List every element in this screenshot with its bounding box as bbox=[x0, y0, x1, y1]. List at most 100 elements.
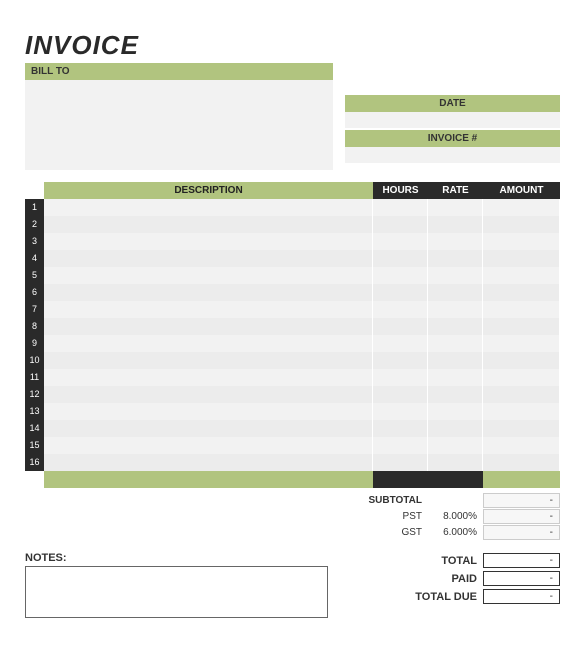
table-footer-row bbox=[25, 471, 560, 488]
cell-description[interactable] bbox=[44, 420, 373, 437]
table-row: 7 bbox=[25, 301, 560, 318]
total-value: - bbox=[483, 553, 560, 568]
cell-description[interactable] bbox=[44, 454, 373, 471]
cell-hours[interactable] bbox=[373, 437, 428, 454]
cell-rate[interactable] bbox=[428, 420, 483, 437]
cell-description[interactable] bbox=[44, 335, 373, 352]
cell-rate[interactable] bbox=[428, 284, 483, 301]
cell-amount[interactable] bbox=[483, 403, 560, 420]
cell-rate[interactable] bbox=[428, 233, 483, 250]
date-value[interactable] bbox=[345, 112, 560, 128]
cell-amount[interactable] bbox=[483, 216, 560, 233]
cell-rate[interactable] bbox=[428, 335, 483, 352]
notes-totals-row: NOTES: TOTAL - PAID - TOTAL DUE - bbox=[25, 552, 560, 618]
cell-description[interactable] bbox=[44, 403, 373, 420]
cell-rate[interactable] bbox=[428, 403, 483, 420]
subtotal-row: SUBTOTAL - bbox=[25, 492, 560, 508]
cell-rate[interactable] bbox=[428, 267, 483, 284]
cell-description[interactable] bbox=[44, 199, 373, 216]
cell-hours[interactable] bbox=[373, 284, 428, 301]
cell-rate[interactable] bbox=[428, 318, 483, 335]
cell-amount[interactable] bbox=[483, 250, 560, 267]
row-num: 14 bbox=[25, 420, 44, 437]
foot-desc bbox=[44, 471, 373, 488]
row-num: 3 bbox=[25, 233, 44, 250]
cell-amount[interactable] bbox=[483, 233, 560, 250]
cell-rate[interactable] bbox=[428, 352, 483, 369]
cell-description[interactable] bbox=[44, 267, 373, 284]
gst-row: GST 6.000% - bbox=[25, 524, 560, 540]
cell-hours[interactable] bbox=[373, 454, 428, 471]
table-row: 6 bbox=[25, 284, 560, 301]
table-row: 1 bbox=[25, 199, 560, 216]
table-row: 5 bbox=[25, 267, 560, 284]
cell-hours[interactable] bbox=[373, 199, 428, 216]
bill-to-label: BILL TO bbox=[25, 63, 333, 80]
cell-amount[interactable] bbox=[483, 335, 560, 352]
cell-hours[interactable] bbox=[373, 318, 428, 335]
invoice-num-label: INVOICE # bbox=[345, 130, 560, 147]
invoice-title: INVOICE bbox=[25, 30, 560, 61]
total-row: TOTAL - bbox=[348, 552, 560, 569]
pst-row: PST 8.000% - bbox=[25, 508, 560, 524]
cell-hours[interactable] bbox=[373, 301, 428, 318]
cell-amount[interactable] bbox=[483, 454, 560, 471]
cell-description[interactable] bbox=[44, 233, 373, 250]
cell-amount[interactable] bbox=[483, 301, 560, 318]
invoice-num-value[interactable] bbox=[345, 147, 560, 163]
cell-hours[interactable] bbox=[373, 250, 428, 267]
cell-hours[interactable] bbox=[373, 403, 428, 420]
cell-amount[interactable] bbox=[483, 284, 560, 301]
cell-description[interactable] bbox=[44, 250, 373, 267]
row-num: 16 bbox=[25, 454, 44, 471]
cell-rate[interactable] bbox=[428, 437, 483, 454]
row-num: 5 bbox=[25, 267, 44, 284]
bill-to-body[interactable] bbox=[25, 80, 333, 170]
cell-amount[interactable] bbox=[483, 437, 560, 454]
total-label: TOTAL bbox=[348, 555, 483, 567]
cell-description[interactable] bbox=[44, 301, 373, 318]
cell-rate[interactable] bbox=[428, 454, 483, 471]
cell-amount[interactable] bbox=[483, 369, 560, 386]
cell-hours[interactable] bbox=[373, 335, 428, 352]
cell-amount[interactable] bbox=[483, 420, 560, 437]
cell-rate[interactable] bbox=[428, 250, 483, 267]
cell-amount[interactable] bbox=[483, 318, 560, 335]
cell-amount[interactable] bbox=[483, 199, 560, 216]
cell-description[interactable] bbox=[44, 437, 373, 454]
cell-description[interactable] bbox=[44, 318, 373, 335]
subtotal-value: - bbox=[483, 493, 560, 508]
cell-description[interactable] bbox=[44, 386, 373, 403]
table-row: 14 bbox=[25, 420, 560, 437]
cell-description[interactable] bbox=[44, 369, 373, 386]
cell-hours[interactable] bbox=[373, 369, 428, 386]
row-num: 10 bbox=[25, 352, 44, 369]
cell-rate[interactable] bbox=[428, 301, 483, 318]
cell-rate[interactable] bbox=[428, 199, 483, 216]
cell-hours[interactable] bbox=[373, 352, 428, 369]
cell-hours[interactable] bbox=[373, 233, 428, 250]
line-items-table: DESCRIPTION HOURS RATE AMOUNT 1234567891… bbox=[25, 182, 560, 488]
col-amount: AMOUNT bbox=[483, 182, 560, 199]
header-row: BILL TO DATE INVOICE # bbox=[25, 63, 560, 170]
cell-description[interactable] bbox=[44, 352, 373, 369]
row-num: 13 bbox=[25, 403, 44, 420]
cell-hours[interactable] bbox=[373, 216, 428, 233]
cell-hours[interactable] bbox=[373, 386, 428, 403]
cell-amount[interactable] bbox=[483, 352, 560, 369]
notes-input[interactable] bbox=[25, 566, 328, 618]
paid-value: - bbox=[483, 571, 560, 586]
cell-hours[interactable] bbox=[373, 420, 428, 437]
paid-row: PAID - bbox=[348, 570, 560, 587]
cell-rate[interactable] bbox=[428, 216, 483, 233]
cell-amount[interactable] bbox=[483, 267, 560, 284]
notes-block: NOTES: bbox=[25, 552, 328, 618]
cell-rate[interactable] bbox=[428, 369, 483, 386]
cell-hours[interactable] bbox=[373, 267, 428, 284]
cell-amount[interactable] bbox=[483, 386, 560, 403]
cell-description[interactable] bbox=[44, 216, 373, 233]
cell-rate[interactable] bbox=[428, 386, 483, 403]
totals-block: TOTAL - PAID - TOTAL DUE - bbox=[348, 552, 560, 618]
due-label: TOTAL DUE bbox=[348, 591, 483, 603]
cell-description[interactable] bbox=[44, 284, 373, 301]
